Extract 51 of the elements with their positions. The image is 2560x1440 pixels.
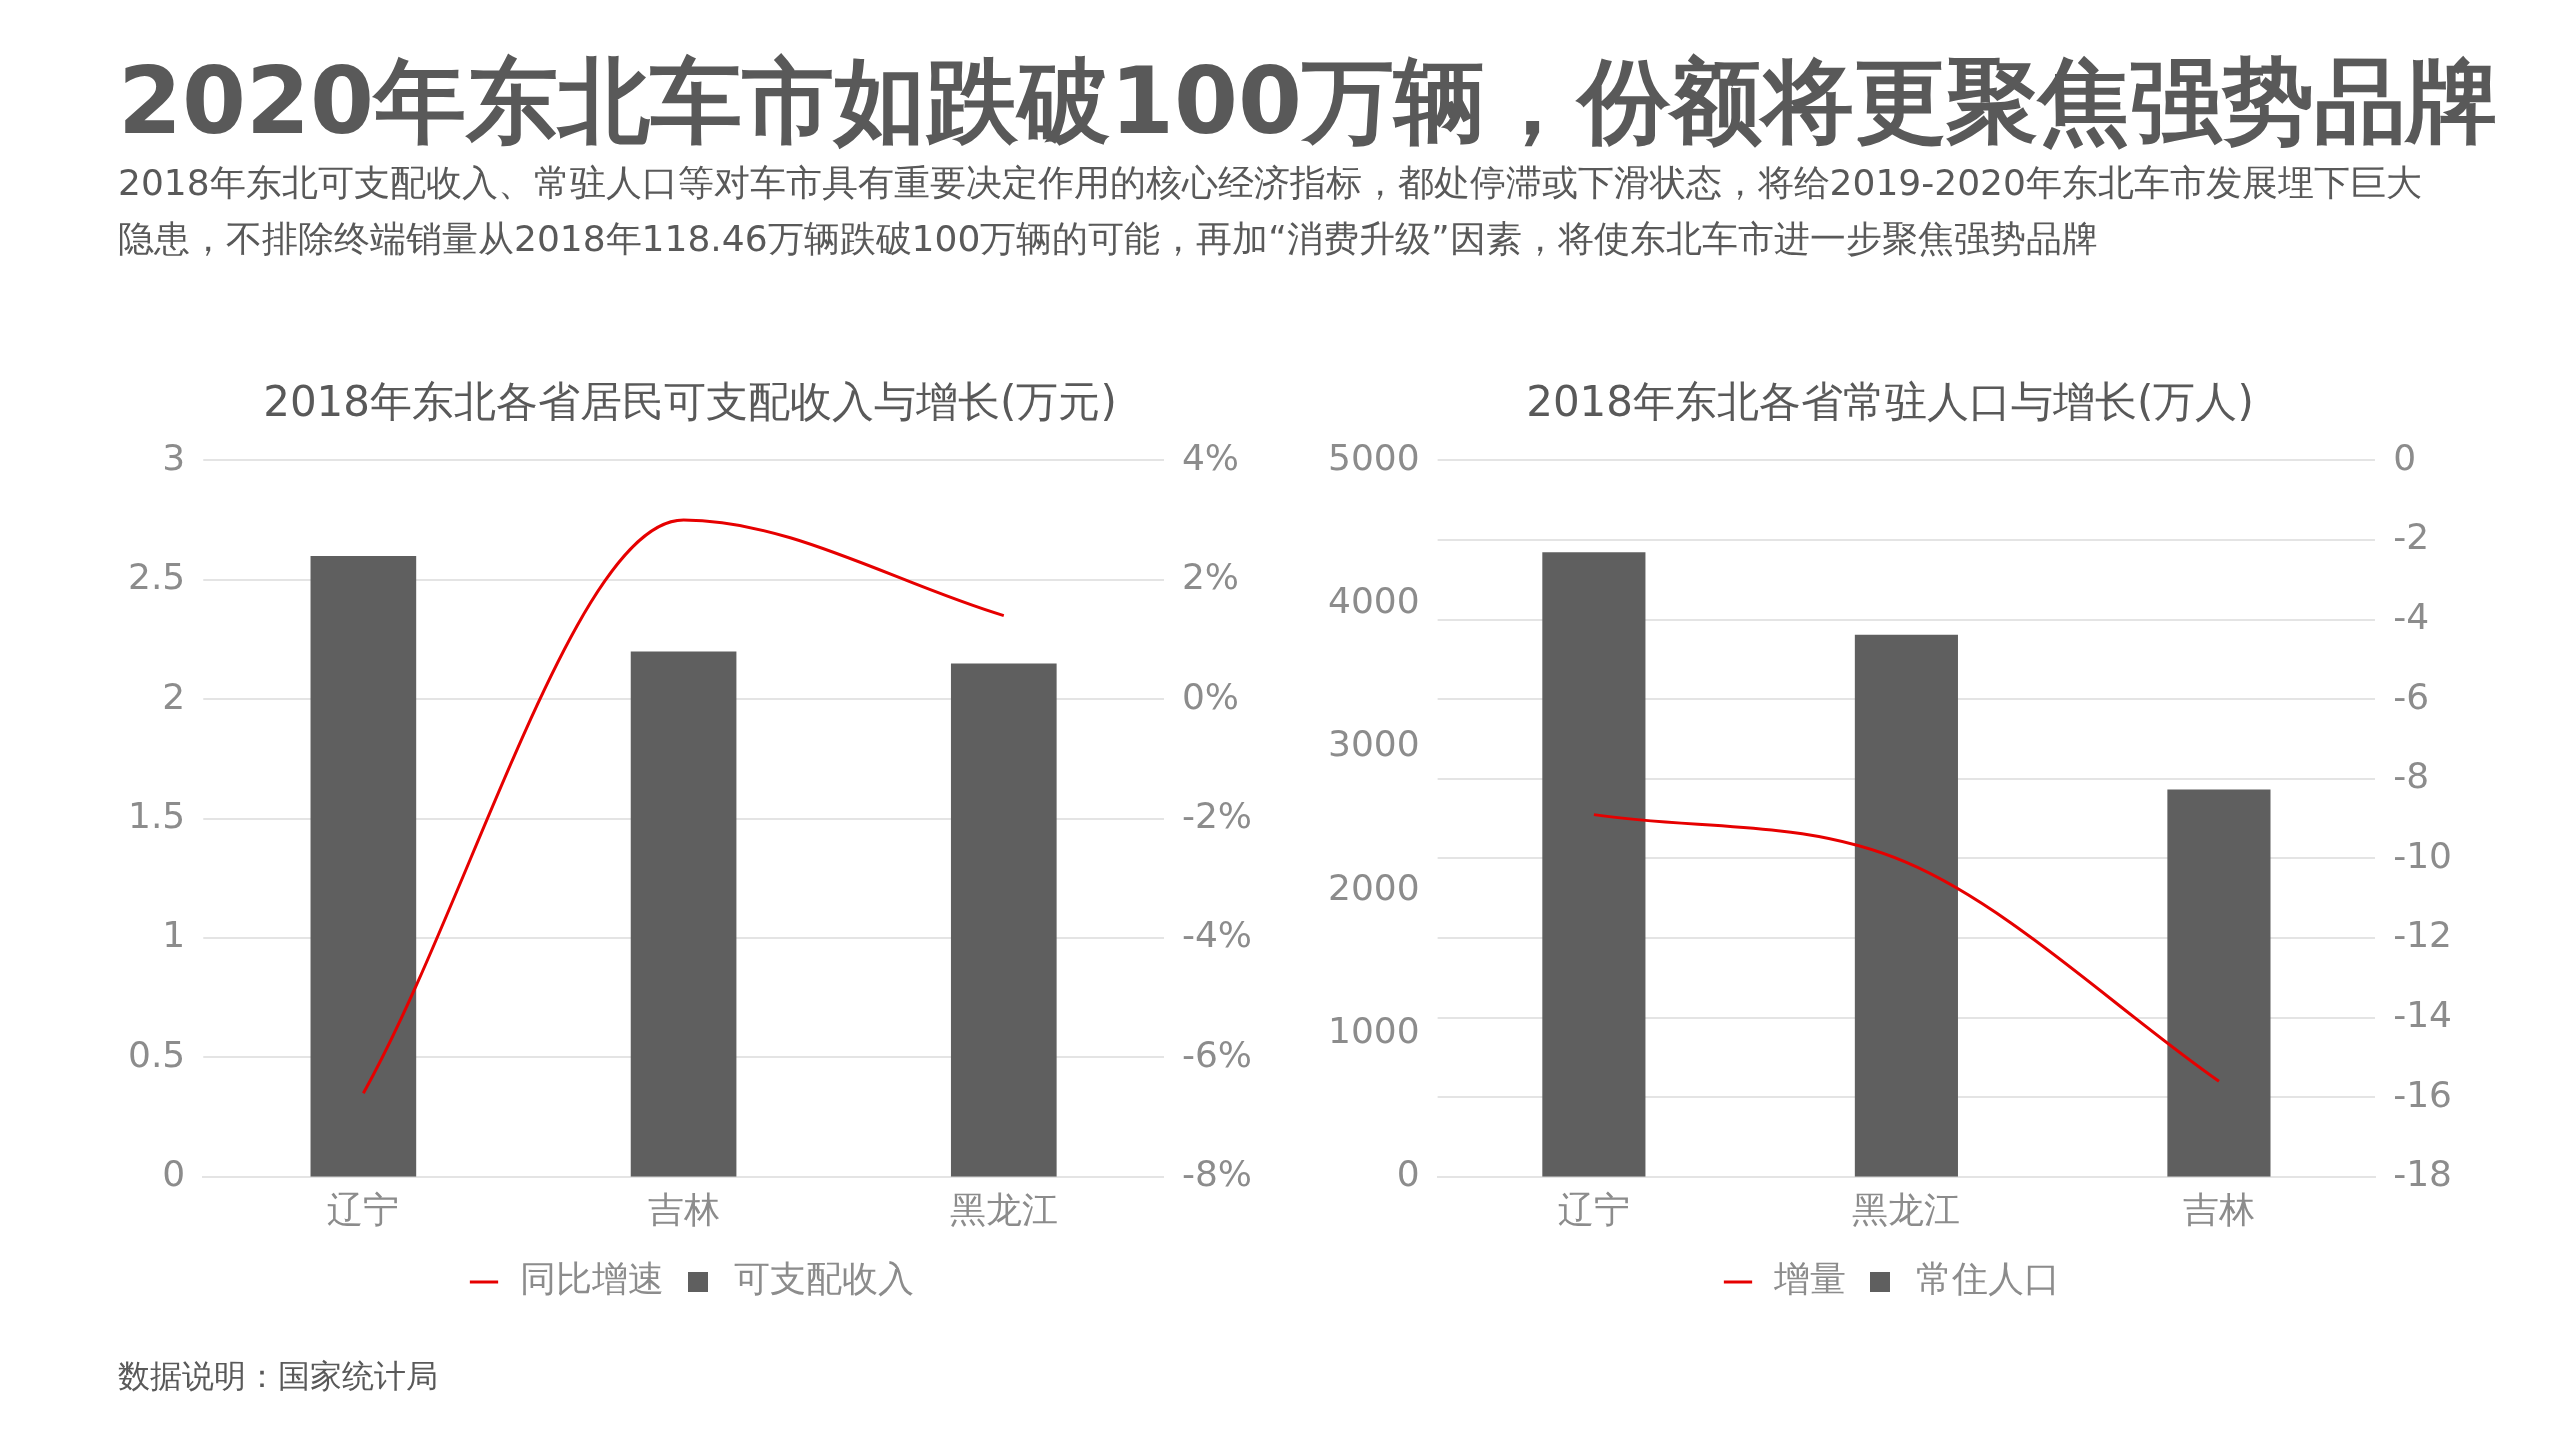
- chart-title: 2018年东北各省常驻人口与增长(万人): [1526, 377, 2254, 427]
- y2-tick-label: -2%: [1181, 794, 1253, 836]
- y2-tick-label: 0%: [1181, 675, 1240, 717]
- y-tick-label: 0: [1396, 1153, 1420, 1195]
- legend-label: 常住人口: [1916, 1258, 2060, 1300]
- bar: [950, 663, 1057, 1177]
- y2-tick-label: -2: [2393, 516, 2430, 558]
- bar: [2167, 789, 2271, 1177]
- y2-tick-label: 2%: [1181, 556, 1240, 598]
- y2-tick-label: -4: [2393, 595, 2430, 637]
- legend-label: 增量: [1773, 1258, 1846, 1300]
- chart-title: 2018年东北各省居民可支配收入与增长(万元): [263, 377, 1117, 427]
- y2-tick-label: -10: [2393, 834, 2453, 876]
- y2-tick-label: -14: [2393, 993, 2453, 1035]
- y-tick-label: 2: [162, 675, 186, 717]
- bar: [630, 651, 737, 1177]
- y-tick-label: 5000: [1327, 436, 1420, 478]
- bar: [1854, 634, 1958, 1177]
- x-tick-label: 辽宁: [327, 1188, 400, 1230]
- x-tick-label: 吉林: [2182, 1188, 2255, 1230]
- y2-tick-label: -18: [2393, 1153, 2453, 1195]
- legend-label: 同比增速: [520, 1258, 664, 1300]
- y-tick-label: 3: [162, 436, 186, 478]
- y-tick-label: 2.5: [127, 556, 186, 598]
- y2-tick-label: 0: [2393, 436, 2417, 478]
- y2-tick-label: -4%: [1181, 914, 1253, 956]
- y-tick-label: 3000: [1327, 723, 1420, 765]
- y-tick-label: 1000: [1327, 1009, 1420, 1051]
- y2-tick-label: -12: [2393, 914, 2453, 956]
- y2-tick-label: -8%: [1181, 1153, 1253, 1195]
- text: 2020年东北车市如跌破100万辆，份额将更聚焦强势品牌: [118, 48, 2499, 155]
- x-tick-label: 黑龙江: [949, 1188, 1058, 1230]
- y-tick-label: 1.5: [127, 794, 186, 836]
- legend-label: 可支配收入: [734, 1258, 914, 1300]
- y-tick-label: 0: [162, 1153, 186, 1195]
- y2-tick-label: -8: [2393, 755, 2430, 797]
- x-tick-label: 黑龙江: [1852, 1188, 1961, 1230]
- x-tick-label: 辽宁: [1557, 1188, 1630, 1230]
- bar: [310, 555, 417, 1177]
- y2-tick-label: 4%: [1181, 436, 1240, 478]
- y2-tick-label: -16: [2393, 1073, 2453, 1115]
- bar: [1542, 552, 1646, 1177]
- y2-tick-label: -6%: [1181, 1033, 1253, 1075]
- text: 数据说明：国家统计局: [118, 1356, 438, 1397]
- y-tick-label: 4000: [1327, 580, 1420, 622]
- y2-tick-label: -6: [2393, 675, 2430, 717]
- x-tick-label: 吉林: [647, 1188, 720, 1230]
- y-tick-label: 2000: [1327, 866, 1420, 908]
- text: 2018年东北可支配收入、常驻人口等对车市具有重要决定作用的核心经济指标，都处停滞或下滑状态，将给2019-2020年东北车市发展埋下巨大隐患，不排除终端销量从2018年118.46万辆跌破100万辆的可能，再加“消费升级”因素，将使东北车市进一步聚焦强势品牌: [118, 161, 2423, 261]
- y-tick-label: 0.5: [127, 1033, 186, 1075]
- y-tick-label: 1: [162, 914, 186, 956]
